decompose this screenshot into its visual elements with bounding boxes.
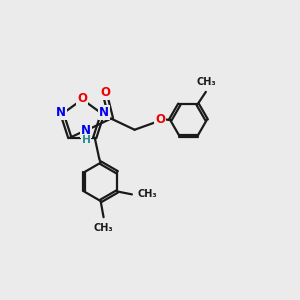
Text: CH₃: CH₃ — [94, 223, 113, 232]
Text: CH₃: CH₃ — [196, 76, 216, 87]
Text: N: N — [81, 124, 91, 137]
Text: CH₃: CH₃ — [137, 189, 157, 200]
Text: H: H — [82, 135, 90, 145]
Text: N: N — [56, 106, 66, 119]
Text: O: O — [101, 85, 111, 99]
Text: N: N — [99, 106, 109, 119]
Text: O: O — [155, 113, 165, 126]
Text: O: O — [77, 92, 87, 105]
